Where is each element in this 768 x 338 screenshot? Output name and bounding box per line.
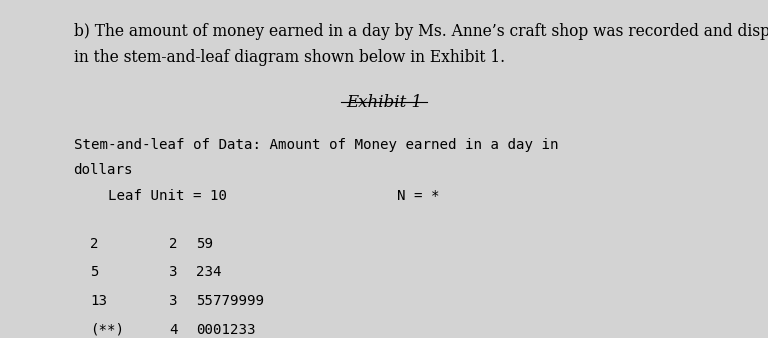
Text: b) The amount of money earned in a day by Ms. Anne’s craft shop was recorded and: b) The amount of money earned in a day b…	[74, 23, 768, 40]
Text: dollars: dollars	[74, 164, 133, 177]
Text: 59: 59	[196, 237, 213, 251]
Text: 0001233: 0001233	[196, 322, 255, 337]
Text: Stem-and-leaf of Data: Amount of Money earned in a day in: Stem-and-leaf of Data: Amount of Money e…	[74, 138, 558, 152]
Text: 13: 13	[90, 294, 107, 308]
Text: N = *: N = *	[397, 189, 440, 203]
Text: 3: 3	[169, 294, 178, 308]
Text: in the stem-and-leaf diagram shown below in Exhibit 1.: in the stem-and-leaf diagram shown below…	[74, 49, 505, 66]
Text: 4: 4	[169, 322, 178, 337]
Text: 234: 234	[196, 265, 221, 280]
Text: Leaf Unit = 10: Leaf Unit = 10	[74, 189, 227, 203]
Text: 3: 3	[169, 265, 178, 280]
Text: (**): (**)	[90, 322, 124, 337]
Text: 2: 2	[169, 237, 178, 251]
Text: 5: 5	[90, 265, 98, 280]
Text: Exhibit 1: Exhibit 1	[346, 94, 422, 111]
Text: 2: 2	[90, 237, 98, 251]
Text: 55779999: 55779999	[196, 294, 263, 308]
